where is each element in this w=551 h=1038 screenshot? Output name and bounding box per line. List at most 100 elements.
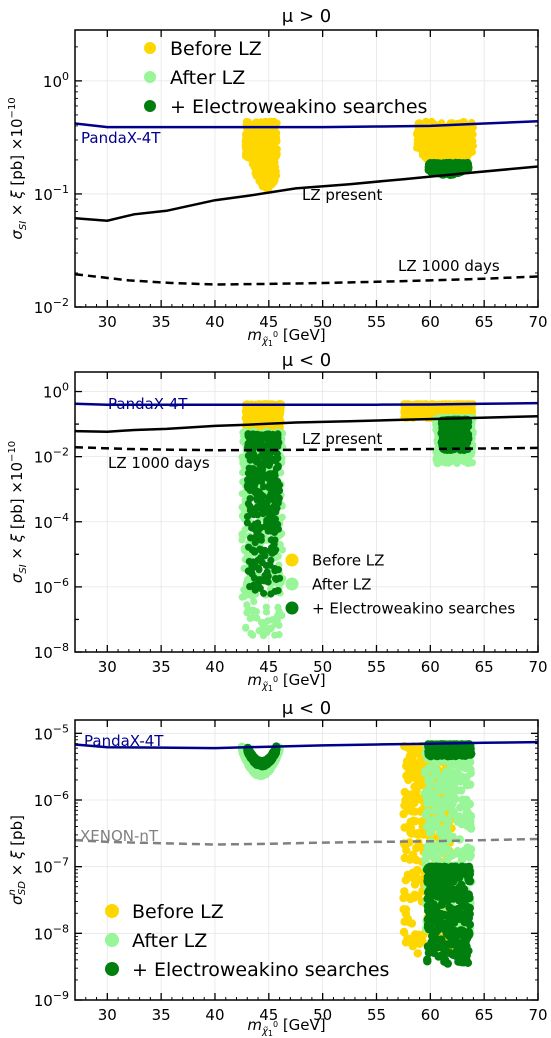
data-point xyxy=(255,576,263,584)
data-point xyxy=(462,795,471,804)
data-point xyxy=(425,875,435,885)
data-point xyxy=(435,804,445,814)
data-point xyxy=(271,575,280,583)
y-axis-label: σSI × ξ [pb] ×10−10 xyxy=(7,97,29,239)
data-point xyxy=(438,437,446,445)
data-point xyxy=(439,774,449,783)
data-point xyxy=(250,452,258,460)
x-tick-label: 35 xyxy=(152,313,171,331)
data-point xyxy=(273,151,281,159)
data-point xyxy=(263,568,271,576)
data-point xyxy=(443,959,452,968)
data-point xyxy=(399,893,408,903)
legend-label: After LZ xyxy=(312,575,371,593)
plot-frame xyxy=(74,371,539,653)
data-point xyxy=(399,809,408,819)
data-point xyxy=(438,893,447,903)
x-tick-label: 35 xyxy=(152,658,171,676)
data-point xyxy=(439,864,448,873)
data-point xyxy=(453,142,462,150)
x-tick-label: 40 xyxy=(205,658,224,676)
x-tick-label: 30 xyxy=(98,658,117,676)
data-point xyxy=(463,816,472,826)
data-point xyxy=(423,957,432,966)
data-point xyxy=(255,566,263,574)
data-point xyxy=(428,160,436,168)
data-point xyxy=(270,615,279,623)
data-point xyxy=(275,495,283,503)
data-point xyxy=(411,930,420,939)
data-point xyxy=(274,603,282,612)
data-point xyxy=(400,823,409,832)
data-point xyxy=(433,405,441,413)
data-point xyxy=(448,760,457,769)
data-point xyxy=(256,432,264,440)
data-point xyxy=(240,586,248,594)
data-point xyxy=(464,927,473,937)
data-point xyxy=(444,134,452,142)
data-point xyxy=(447,436,455,444)
data-point xyxy=(256,178,264,186)
data-point xyxy=(450,810,459,820)
data-point xyxy=(244,469,252,477)
data-point xyxy=(420,131,428,139)
scatter-points xyxy=(241,117,477,193)
data-point xyxy=(449,915,458,924)
data-point xyxy=(253,614,261,622)
data-point xyxy=(275,631,283,639)
data-point xyxy=(400,801,409,810)
data-point xyxy=(400,917,409,926)
legend-label: + Electroweakino searches xyxy=(170,96,427,118)
data-point xyxy=(414,131,422,139)
data-point xyxy=(248,508,256,516)
data-point xyxy=(262,608,271,616)
data-point xyxy=(264,617,272,625)
legend-marker xyxy=(144,42,156,54)
data-point xyxy=(267,556,275,565)
legend-label: Before LZ xyxy=(170,38,262,60)
data-point xyxy=(421,810,430,820)
data-point xyxy=(271,127,279,135)
data-point xyxy=(247,154,255,162)
data-point xyxy=(266,521,274,529)
x-axis-label: mχ̃10 [GeV] xyxy=(247,326,325,348)
data-point xyxy=(244,606,252,614)
data-point xyxy=(270,478,279,486)
data-point xyxy=(274,566,282,574)
data-point xyxy=(413,949,422,958)
data-point xyxy=(238,593,246,601)
data-point xyxy=(401,905,411,914)
data-point xyxy=(465,876,475,886)
data-point xyxy=(440,161,448,169)
data-point xyxy=(269,515,277,523)
data-point xyxy=(421,766,430,775)
data-point xyxy=(437,848,446,857)
y-axis-label: σSI × ξ [pb] ×10−10 xyxy=(7,441,29,583)
data-point xyxy=(273,504,281,512)
data-point xyxy=(452,951,461,961)
data-point xyxy=(260,405,268,413)
data-point xyxy=(250,597,258,606)
data-point xyxy=(253,137,261,145)
data-point xyxy=(425,892,435,902)
data-point xyxy=(260,152,268,160)
data-point xyxy=(266,527,274,535)
data-point xyxy=(438,943,447,952)
data-point xyxy=(448,832,457,842)
data-point xyxy=(418,151,426,159)
data-point xyxy=(404,404,412,412)
data-point xyxy=(432,927,441,936)
data-point xyxy=(238,490,246,498)
data-point xyxy=(429,149,437,157)
limit-line-pandax-4t xyxy=(75,119,538,129)
data-point xyxy=(407,807,416,816)
y-tick-label: 100 xyxy=(43,381,69,402)
data-point xyxy=(245,543,253,551)
data-point xyxy=(456,913,465,922)
data-point xyxy=(454,147,462,156)
data-point xyxy=(457,159,465,167)
